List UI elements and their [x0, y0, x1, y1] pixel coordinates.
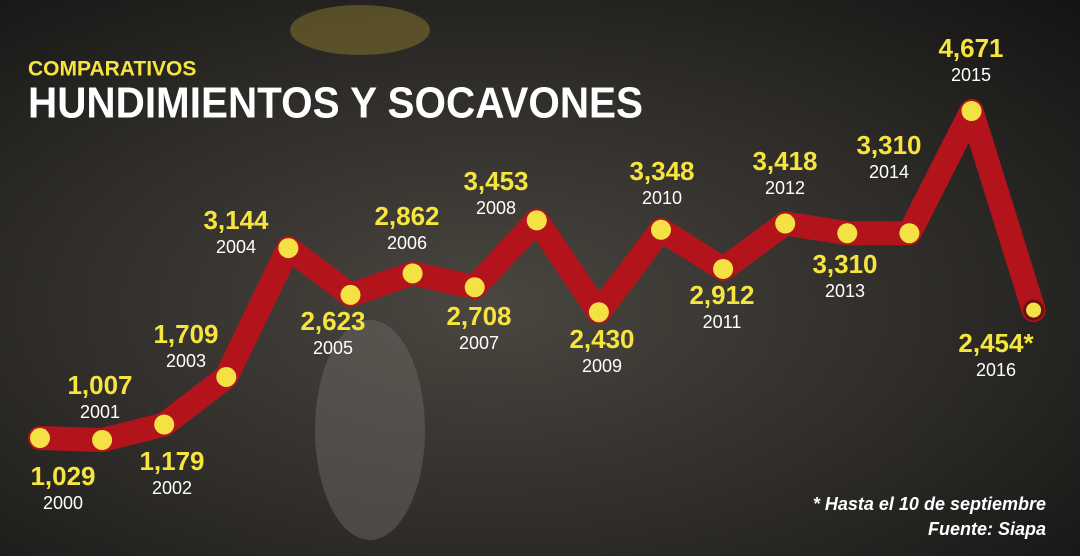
- photo-boot: [290, 5, 430, 55]
- value-label: 1,179: [139, 446, 204, 476]
- subtitle: COMPARATIVOS: [28, 58, 196, 81]
- note: * Hasta el 10 de septiembre: [813, 494, 1046, 514]
- marker: [651, 219, 671, 240]
- year-label: 2016: [976, 360, 1016, 380]
- year-label: 2010: [642, 188, 682, 208]
- year-label: 2006: [387, 233, 427, 253]
- value-label: 2,862: [374, 201, 439, 231]
- marker: [30, 428, 50, 449]
- marker: [713, 258, 734, 279]
- value-label: 2,454*: [958, 328, 1034, 358]
- marker: [402, 263, 423, 284]
- value-label: 3,310: [812, 249, 877, 279]
- marker: [278, 238, 299, 259]
- year-label: 2001: [80, 402, 120, 422]
- marker: [526, 210, 547, 231]
- value-label: 3,418: [752, 146, 817, 176]
- marker: [775, 213, 796, 234]
- value-label: 2,430: [569, 324, 634, 354]
- value-label: 1,709: [153, 319, 218, 349]
- year-label: 2000: [43, 493, 83, 513]
- marker: [961, 101, 982, 121]
- source: Fuente: Siapa: [928, 519, 1046, 539]
- year-label: 2011: [703, 312, 742, 332]
- value-label: 2,623: [300, 306, 365, 336]
- chart-title: HUNDIMIENTOS Y SOCAVONES: [28, 79, 643, 128]
- value-label: 1,029: [30, 461, 95, 491]
- year-label: 2014: [869, 162, 909, 182]
- value-label: 3,453: [463, 166, 528, 196]
- year-label: 2013: [825, 281, 865, 301]
- marker: [588, 302, 609, 323]
- value-label: 3,348: [629, 156, 694, 186]
- year-label: 2007: [459, 333, 499, 353]
- value-label: 3,310: [856, 130, 921, 160]
- year-label: 2012: [765, 178, 805, 198]
- value-label: 4,671: [938, 33, 1003, 63]
- year-label: 2008: [476, 198, 516, 218]
- year-label: 2009: [582, 356, 622, 376]
- year-label: 2005: [313, 338, 353, 358]
- year-label: 2004: [216, 237, 256, 257]
- marker: [464, 277, 485, 298]
- marker: [154, 414, 175, 435]
- marker: [340, 284, 361, 305]
- value-label: 3,144: [203, 205, 269, 235]
- year-label: 2015: [951, 65, 991, 85]
- value-label: 1,007: [67, 370, 132, 400]
- photo-figure: [315, 320, 425, 540]
- value-label: 2,912: [689, 280, 754, 310]
- value-label: 2,708: [446, 301, 511, 331]
- marker: [216, 366, 237, 387]
- marker: [899, 223, 920, 244]
- marker: [92, 430, 113, 450]
- year-label: 2002: [152, 478, 192, 498]
- year-label: 2003: [166, 351, 206, 371]
- marker: [1023, 299, 1045, 321]
- marker: [837, 223, 858, 244]
